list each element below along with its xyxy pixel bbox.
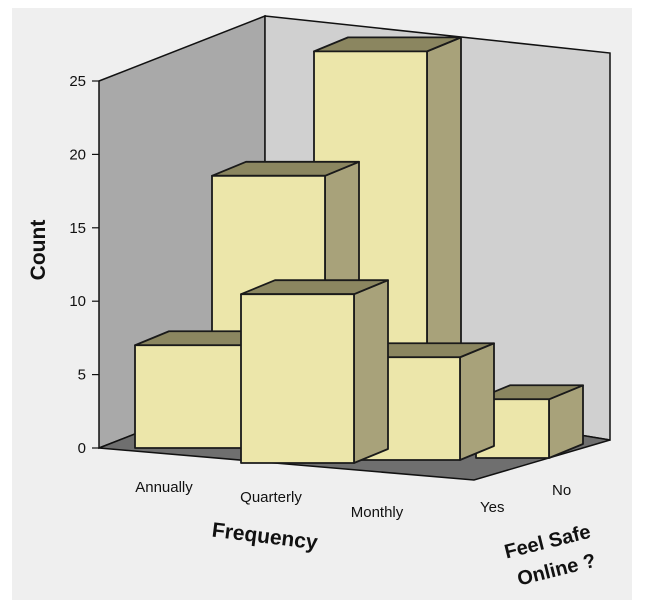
bar-chart-3d: 0 5 10 15 20 25 Annually Quarterly Monthly Ye…	[27, 14, 611, 591]
chart-frame: 0 5 10 15 20 25 Annually Quarterly Monthly Ye…	[12, 8, 632, 600]
y-tick-label-25: 25	[69, 73, 86, 90]
y-tick-label-15: 15	[69, 220, 86, 237]
z-tick-label-yes: Yes	[480, 499, 504, 516]
y-tick-label-5: 5	[78, 367, 86, 384]
bar-side	[459, 342, 495, 461]
bar-quarterly-yes	[240, 279, 389, 464]
y-tick-label-0: 0	[78, 440, 86, 457]
bar-front	[240, 293, 355, 464]
x-tick-label-quarterly: Quarterly	[240, 489, 302, 506]
x-axis-title: Frequency	[211, 519, 320, 555]
y-axis: 0 5 10 15 20 25	[69, 73, 99, 457]
x-tick-label-monthly: Monthly	[351, 504, 404, 521]
y-axis-title: Count	[27, 220, 50, 281]
bar-front	[134, 344, 249, 449]
y-tick-label-10: 10	[69, 293, 86, 310]
z-tick-label-no: No	[552, 482, 571, 499]
x-tick-label-annually: Annually	[135, 479, 193, 496]
y-tick-label-20: 20	[69, 146, 86, 163]
bar-side	[426, 36, 462, 390]
bars-group	[134, 36, 584, 464]
bar-side	[353, 279, 389, 464]
